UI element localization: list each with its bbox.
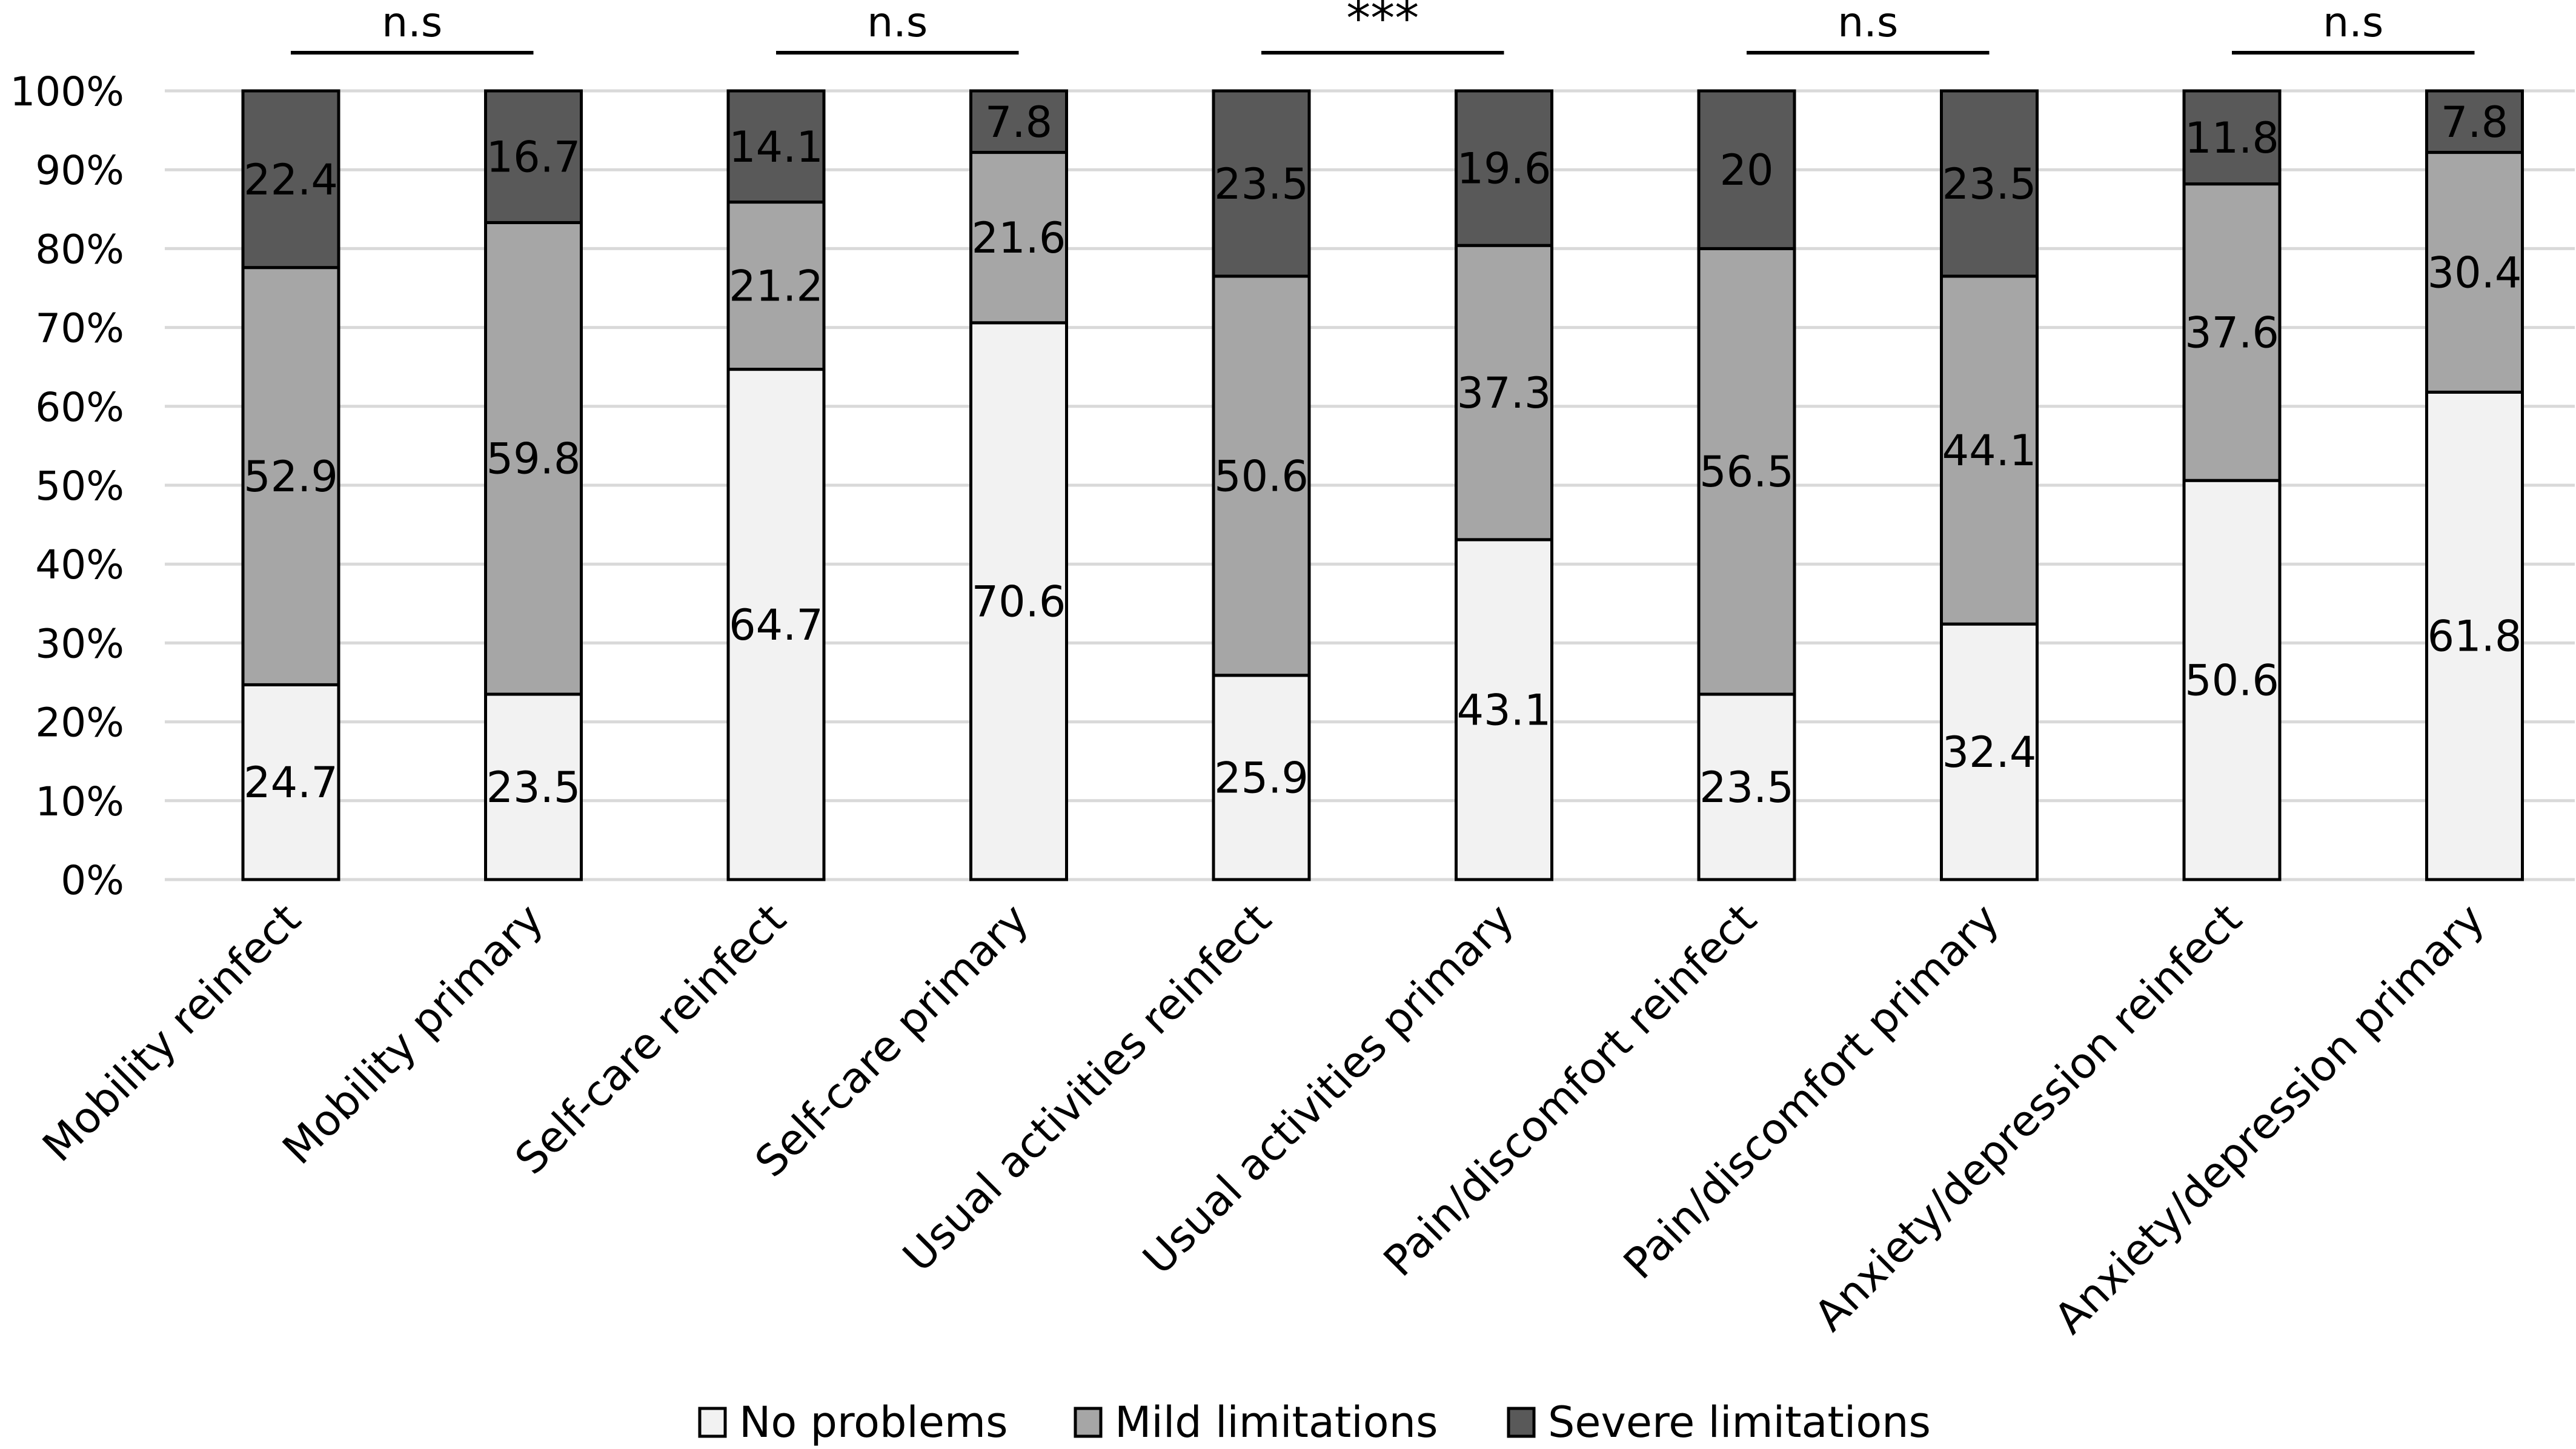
y-tick-label: 40%: [35, 542, 124, 588]
bar-segment: [484, 692, 583, 881]
data-label: 44.1: [1942, 426, 2037, 476]
data-label: 37.3: [1457, 368, 1552, 418]
y-tick-label: 30%: [35, 620, 124, 667]
bar-segment: [2182, 182, 2282, 482]
bar-segment: [1697, 692, 1796, 881]
data-label: 24.7: [244, 758, 338, 807]
y-tick-label: 70%: [35, 305, 124, 352]
legend-swatch: [1507, 1407, 1536, 1438]
bar-segment: [969, 89, 1068, 154]
x-tick-label: Mobility reinfect: [33, 894, 310, 1171]
bar-segment: [2182, 89, 2282, 186]
bar-segment: [1940, 274, 2039, 626]
x-tick-label: Mobility primary: [273, 894, 553, 1174]
bar-segment: [1212, 89, 1311, 278]
y-tick-label: 90%: [35, 147, 124, 194]
significance-annotations: n.s n.s *** n.s n.s: [291, 0, 2475, 55]
data-label: 50.6: [2185, 656, 2279, 706]
legend-label: Severe limitations: [1548, 1398, 1931, 1447]
data-label: 11.8: [2185, 113, 2279, 163]
legend-label: Mild limitations: [1115, 1398, 1438, 1447]
data-label: 23.5: [1942, 159, 2037, 209]
data-label: 7.8: [985, 98, 1052, 147]
bar-segment: [969, 321, 1068, 881]
data-label: 32.4: [1942, 728, 2037, 777]
bar-segment: [726, 89, 826, 204]
bar-segment: [241, 683, 340, 881]
bar-segment: [241, 266, 340, 686]
bar-segment: [969, 151, 1068, 325]
bar-segment: [726, 201, 826, 371]
legend-label: No problems: [739, 1398, 1008, 1447]
bar-segment: [1940, 622, 2039, 881]
y-tick-label: 60%: [35, 384, 124, 431]
data-label: 14.1: [729, 122, 823, 172]
legend: No problems Mild limitations Severe limita…: [698, 1398, 1931, 1447]
bar-segment: [1455, 89, 1553, 247]
y-tick-label: 10%: [35, 778, 124, 825]
significance-label: n.s: [867, 0, 928, 47]
bar-segment: [1455, 538, 1553, 881]
bar-segment: [1697, 89, 1796, 250]
y-tick-label: 0%: [61, 857, 124, 904]
data-label: 7.8: [2441, 98, 2508, 147]
data-label: 21.6: [972, 213, 1066, 263]
data-label: 19.6: [1457, 144, 1552, 194]
bar-segment: [726, 368, 826, 881]
data-label: 56.5: [1699, 447, 1794, 497]
x-tick-label: Anxiety/depression primary: [2045, 894, 2494, 1344]
y-tick-label: 50%: [35, 463, 124, 509]
bar-segment: [2425, 390, 2524, 881]
data-label: 30.4: [2428, 248, 2522, 297]
data-label: 64.7: [729, 600, 823, 650]
significance-label: n.s: [382, 0, 442, 47]
legend-swatch: [698, 1407, 727, 1438]
bar-segment: [484, 89, 583, 224]
significance-label: ***: [1346, 0, 1419, 47]
bar-segment: [2425, 89, 2524, 154]
bar-segment: [1940, 89, 2039, 278]
data-label: 52.9: [244, 452, 338, 502]
bar-segment: [1697, 247, 1796, 696]
y-tick-label: 100%: [10, 68, 124, 115]
data-label: 59.8: [486, 434, 581, 484]
data-label: 25.9: [1214, 753, 1309, 803]
data-label: 50.6: [1214, 451, 1309, 501]
data-label: 22.4: [244, 155, 338, 205]
data-label: 20: [1719, 145, 1773, 195]
data-label: 70.6: [972, 577, 1066, 626]
bars: 24.7 52.9 22.4 23.5 59.8 16.7 64.7 21.2 14.1 70.6…: [241, 89, 2524, 881]
data-label: 23.5: [1214, 159, 1309, 209]
significance-label: n.s: [1837, 0, 1898, 47]
significance-label: n.s: [2323, 0, 2383, 47]
bar-segment: [1455, 244, 1553, 542]
data-label: 43.1: [1457, 685, 1552, 735]
data-label: 37.6: [2185, 308, 2279, 357]
x-tick-label: Self-care primary: [746, 894, 1038, 1187]
data-label: 61.8: [2428, 612, 2522, 662]
data-label: 16.7: [486, 133, 581, 182]
y-tick-label: 20%: [35, 700, 124, 746]
bar-segment: [484, 220, 583, 696]
bar-segment: [1212, 274, 1311, 677]
data-label: 21.2: [729, 262, 823, 311]
x-tick-label: Anxiety/depression reinfect: [1805, 894, 2251, 1341]
y-axis: 0% 10% 20% 30% 40% 50% 60% 70% 80% 90% 100%: [10, 68, 124, 904]
bar-segment: [2425, 151, 2524, 394]
x-tick-label: Self-care reinfect: [505, 894, 795, 1184]
legend-swatch: [1074, 1407, 1103, 1438]
data-label: 23.5: [486, 763, 581, 812]
data-label: 23.5: [1699, 763, 1794, 812]
y-tick-label: 80%: [35, 226, 124, 273]
bar-segment: [241, 89, 340, 270]
